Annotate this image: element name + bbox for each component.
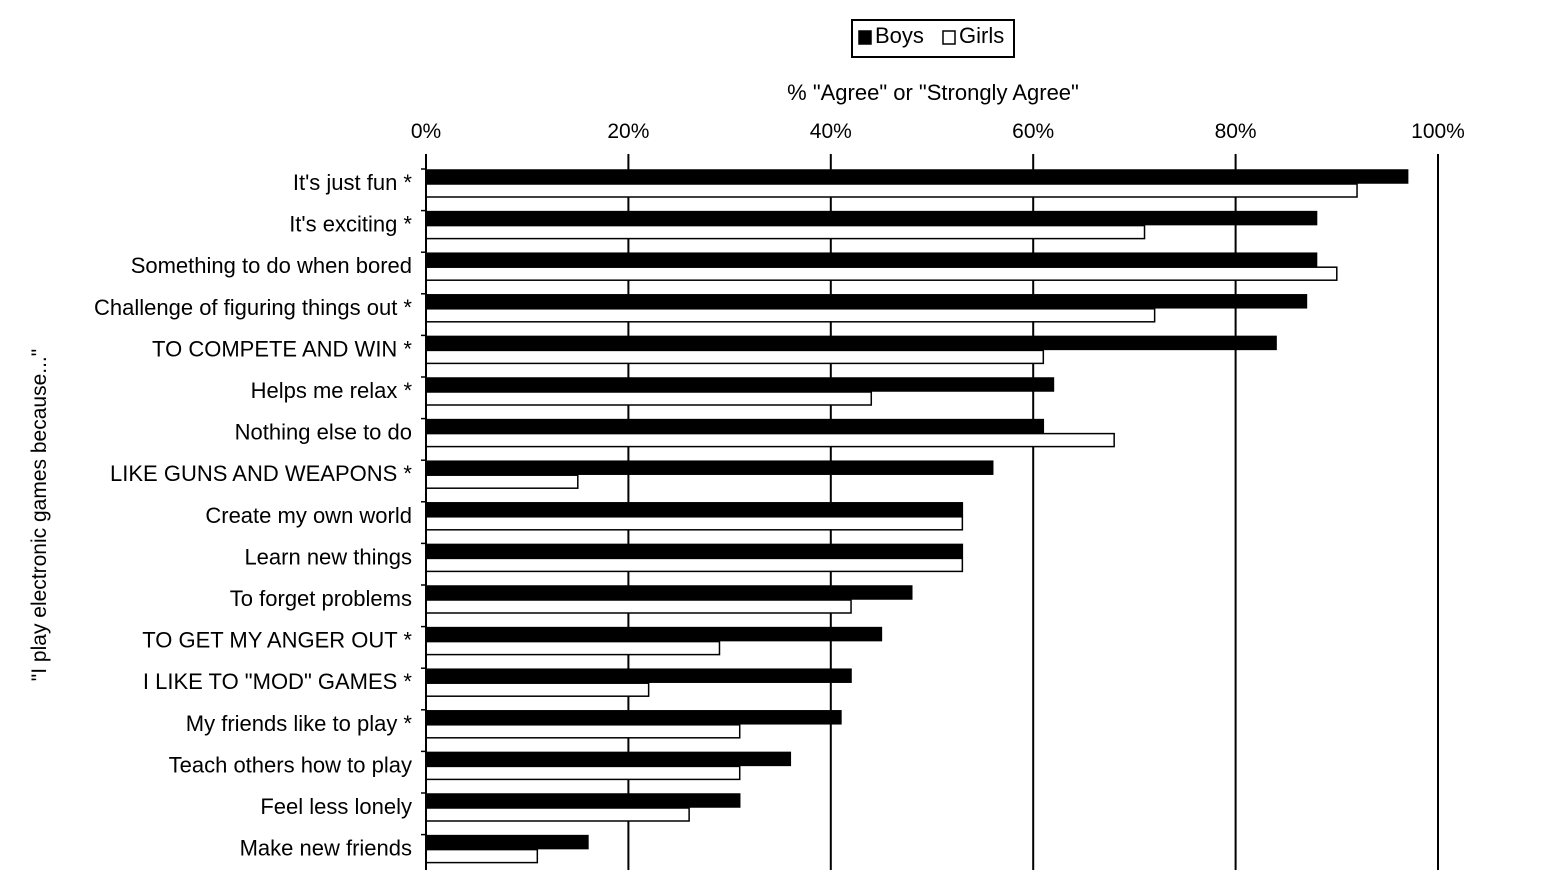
bar-girls	[425, 432, 1115, 448]
bar-boys	[425, 751, 792, 767]
bar-girls	[425, 848, 539, 864]
category-label: My friends like to play *	[186, 711, 413, 736]
bar-boys	[425, 710, 842, 725]
bar-girls	[425, 266, 1338, 281]
bar-boys	[425, 460, 994, 475]
legend-label-girls: Girls	[959, 23, 1004, 48]
legend-label-boys: Boys	[875, 23, 924, 48]
category-label: Create my own world	[205, 503, 412, 528]
bar-boys	[425, 252, 1318, 267]
category-label: Challenge of figuring things out *	[94, 295, 412, 320]
bar-boys	[425, 335, 1277, 351]
legend: Boys Girls	[851, 19, 1015, 58]
category-label: TO GET MY ANGER OUT *	[142, 628, 412, 653]
category-label: LIKE GUNS AND WEAPONS *	[110, 461, 412, 486]
bar-boys	[425, 543, 964, 559]
category-label: Nothing else to do	[235, 420, 412, 445]
x-tick-label: 80%	[1215, 120, 1257, 143]
category-label: Helps me relax *	[251, 378, 413, 403]
y-axis-title: "I play electronic games because..."	[28, 349, 51, 681]
category-label: To forget problems	[230, 586, 412, 611]
bar-girls	[425, 557, 964, 573]
bar-boys	[425, 834, 589, 850]
x-tick-label: 60%	[1012, 120, 1054, 143]
bars	[425, 169, 1409, 864]
bar-boys	[425, 793, 741, 808]
category-label: TO COMPETE AND WIN *	[152, 336, 412, 361]
x-tick-label: 100%	[1411, 120, 1465, 143]
bar-girls	[425, 224, 1146, 240]
bar-girls	[425, 474, 579, 489]
bar-girls	[425, 308, 1156, 323]
bar-boys	[425, 169, 1409, 184]
x-tick-labels: 0% 20% 40% 60% 80% 100%	[411, 120, 1465, 143]
bar-boys	[425, 294, 1308, 309]
category-label: Make new friends	[240, 836, 412, 861]
category-labels: It's just fun * It's exciting * Something …	[94, 168, 426, 861]
bar-boys	[425, 585, 913, 600]
category-label: Feel less lonely	[260, 794, 412, 819]
bar-boys	[425, 502, 964, 517]
x-tick-label: 0%	[411, 120, 441, 143]
bar-boys	[425, 668, 852, 683]
bar-girls	[425, 724, 741, 739]
bar-girls	[425, 349, 1045, 365]
x-tick-label: 20%	[607, 120, 649, 143]
bar-boys	[425, 377, 1055, 392]
bar-boys	[425, 626, 883, 642]
x-tick-label: 40%	[810, 120, 852, 143]
bar-girls	[425, 807, 690, 822]
legend-swatch-boys	[858, 30, 872, 45]
bar-boys	[425, 418, 1045, 434]
bar-boys	[425, 210, 1318, 226]
category-label: It's just fun *	[293, 170, 413, 195]
bar-girls	[425, 640, 721, 656]
bar-girls	[425, 516, 964, 531]
category-label: I LIKE TO "MOD" GAMES *	[143, 669, 413, 694]
category-label: It's exciting *	[289, 212, 412, 237]
category-label: Teach others how to play	[169, 752, 412, 777]
bar-girls	[425, 183, 1358, 198]
x-axis-title: % "Agree" or "Strongly Agree"	[787, 80, 1079, 105]
legend-swatch-girls	[942, 30, 956, 45]
legend-box	[851, 19, 1015, 58]
bar-girls	[425, 599, 852, 614]
bar-girls	[425, 391, 873, 406]
category-label: Learn new things	[244, 544, 412, 569]
bar-girls	[425, 682, 650, 697]
bar-girls	[425, 765, 741, 781]
category-label: Something to do when bored	[131, 253, 412, 278]
